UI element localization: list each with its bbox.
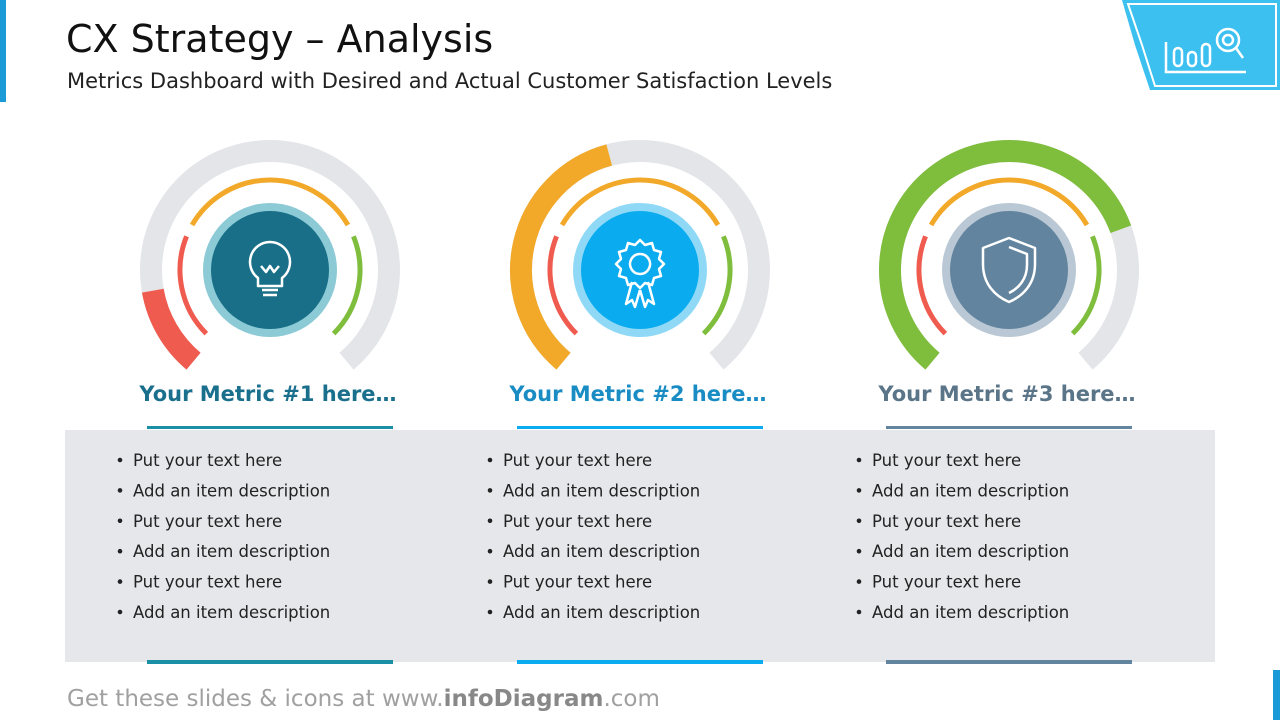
icon-circle [950, 211, 1068, 329]
item-text: Add an item description [133, 603, 330, 622]
item-text: Add an item description [133, 542, 330, 561]
bullet [856, 609, 862, 615]
gauge-fill [879, 140, 1132, 370]
item-text: Add an item description [872, 542, 1069, 561]
icon [614, 238, 666, 309]
bullet [856, 548, 862, 554]
metric-underline [147, 426, 393, 429]
bullet [117, 457, 123, 463]
bullet [117, 518, 123, 524]
item-text: Put your text here [503, 573, 652, 592]
metric-card: Your Metric #1 here… Put your text here Ad… [117, 140, 400, 664]
ribbon-border [1126, 3, 1277, 87]
bullet [856, 488, 862, 493]
bullet [856, 518, 862, 524]
icon [248, 240, 292, 297]
bullet [856, 579, 862, 584]
item-text: Add an item description [503, 542, 700, 561]
item-text: Put your text here [872, 451, 1021, 470]
icon [981, 236, 1037, 304]
bullet [117, 548, 123, 554]
metric-bottom-line [517, 660, 763, 664]
bullet [487, 579, 493, 584]
metric-title: Your Metric #2 here… [508, 382, 766, 406]
item-text: Add an item description [503, 481, 700, 500]
footer-brand: infoDiagram [444, 686, 604, 712]
bullet [117, 579, 123, 584]
metric-card: Your Metric #3 here… Put your text here Ad… [856, 140, 1139, 664]
scale-red [177, 235, 209, 336]
scale-green [331, 235, 363, 336]
metric-underline [886, 426, 1132, 429]
gauge-fill [141, 288, 201, 370]
metric-title: Your Metric #3 here… [877, 382, 1135, 406]
metric-card: Your Metric #2 here… Put your text here Ad… [487, 140, 770, 664]
scale-orange [559, 177, 721, 227]
item-text: Add an item description [872, 603, 1069, 622]
item-text: Put your text here [133, 512, 282, 531]
item-text: Put your text here [503, 451, 652, 470]
metric-bottom-line [147, 660, 393, 664]
bullet [487, 488, 493, 493]
item-text: Put your text here [503, 512, 652, 531]
bullet [487, 518, 493, 524]
item-text: Add an item description [133, 481, 330, 500]
scale-red [916, 235, 948, 336]
corner-accent [1273, 670, 1280, 720]
scale-orange [928, 177, 1090, 227]
bullet [487, 548, 493, 554]
footer: Get these slides & icons at www.infoDiag… [67, 686, 660, 712]
scale-orange [189, 177, 351, 227]
icon-circle [211, 211, 329, 329]
ribbon [1122, 0, 1280, 90]
text-panel [65, 430, 1215, 662]
item-text: Add an item description [872, 481, 1069, 500]
bullet [117, 609, 123, 615]
item-text: Put your text here [133, 573, 282, 592]
bullet [856, 457, 862, 463]
icon-circle [581, 211, 699, 329]
bullet [487, 609, 493, 615]
scale-red [547, 235, 579, 336]
metric-underline [517, 426, 763, 429]
item-text: Add an item description [503, 603, 700, 622]
gauge-fill [510, 144, 613, 370]
metric-title: Your Metric #1 here… [138, 382, 396, 406]
metric-bottom-line [886, 660, 1132, 664]
bullet [487, 457, 493, 463]
ribbon-icon [1164, 27, 1246, 74]
footer-suffix: .com [603, 686, 659, 712]
scale-green [701, 235, 733, 336]
scale-green [1070, 235, 1102, 336]
item-text: Put your text here [133, 451, 282, 470]
subtitle: Metrics Dashboard with Desired and Actua… [67, 69, 832, 93]
title: CX Strategy – Analysis [66, 17, 493, 61]
item-text: Put your text here [872, 573, 1021, 592]
accent-bar [0, 0, 6, 102]
footer-prefix: Get these slides & icons at www. [67, 686, 444, 712]
bullet [117, 488, 123, 493]
item-text: Put your text here [872, 512, 1021, 531]
gauge-track [140, 140, 400, 370]
